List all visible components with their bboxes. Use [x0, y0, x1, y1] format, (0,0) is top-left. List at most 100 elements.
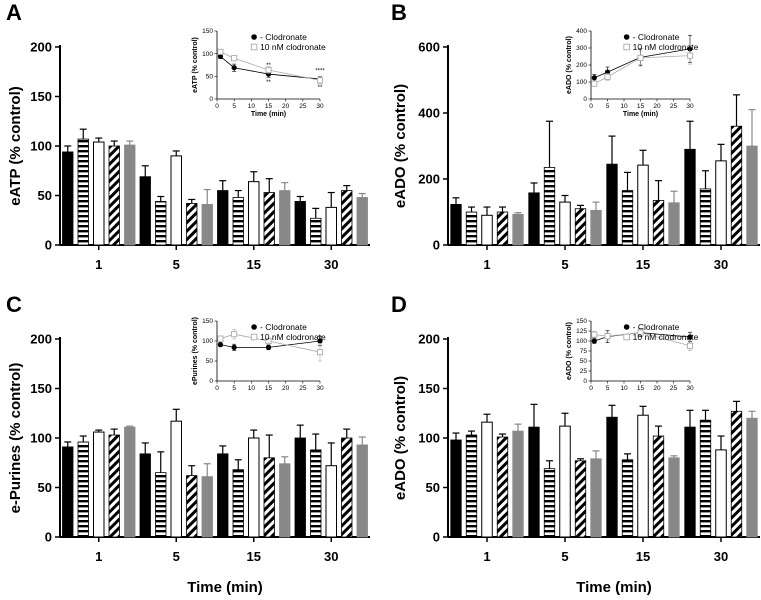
inset-x-tick-label: 0 — [589, 103, 593, 110]
bar — [543, 468, 556, 538]
inset-point — [591, 331, 598, 338]
inset-chart: 0 25 50 75 100 125 150 0 5 10 15 20 25 30 eADO (% cont… — [566, 318, 699, 392]
y-tick-label: 200 — [418, 172, 440, 187]
bar — [465, 211, 478, 246]
inset-y-tick-label: 75 — [580, 348, 588, 355]
y-tick-label: 0 — [433, 238, 440, 253]
y-tick-label: 200 — [418, 332, 440, 347]
x-tick-label: 5 — [173, 257, 180, 272]
inset-y-axis-label: eADO (% control) — [566, 322, 573, 380]
inset-point — [217, 342, 224, 348]
y-tick-label: 0 — [45, 530, 52, 545]
bar — [590, 209, 602, 246]
bar — [186, 475, 198, 538]
inset-x-tick-label: 5 — [606, 385, 610, 392]
bar — [450, 204, 462, 246]
inset-x-tick-label: 10 — [620, 103, 628, 110]
inset-point — [637, 54, 644, 61]
inset-legend-label: - Clodronate — [633, 32, 680, 42]
panel-letter: A — [6, 0, 22, 25]
bar — [606, 163, 618, 246]
inset-legend-label: 10 nM clodronate — [633, 42, 699, 52]
inset-significance-mark: ** — [266, 80, 271, 86]
x-tick-label: 1 — [95, 549, 102, 564]
inset-y-tick-label: 0 — [583, 96, 587, 103]
y-tick-label: 0 — [45, 238, 52, 253]
bar — [186, 203, 198, 246]
inset-x-tick-label: 20 — [282, 385, 290, 392]
x-tick-label: 5 — [173, 549, 180, 564]
bar — [232, 197, 244, 246]
bar — [715, 160, 727, 246]
inset-point — [604, 333, 611, 340]
x-axis-label: Time (min) — [187, 579, 263, 596]
bar — [512, 213, 524, 246]
bar — [155, 472, 167, 538]
inset-y-tick-label: 0 — [583, 378, 587, 385]
bar — [621, 459, 634, 538]
inset-y-tick-label: 25 — [580, 368, 588, 375]
inset-point — [317, 338, 323, 344]
inset-x-tick-label: 15 — [637, 385, 645, 392]
x-tick-label: 15 — [247, 549, 261, 564]
bar — [652, 435, 665, 538]
x-tick-label: 30 — [324, 549, 338, 564]
bar — [108, 145, 120, 246]
bar — [699, 188, 712, 246]
bar — [263, 192, 275, 246]
inset-y-tick-label: 150 — [576, 318, 587, 325]
inset-y-tick-label: 125 — [576, 328, 587, 335]
inset-x-tick-label: 30 — [316, 385, 324, 392]
bar — [606, 416, 618, 538]
inset-series-line — [594, 55, 691, 85]
bar — [496, 211, 509, 246]
inset-chart: 0 50 100 150 0 5 10 15 20 25 30 ePurines (% control… — [192, 317, 326, 392]
bar — [279, 463, 291, 538]
inset-x-axis-label: Time (min) — [251, 111, 286, 118]
bar — [684, 426, 696, 538]
bar — [77, 138, 89, 246]
panel-letter: C — [6, 292, 22, 317]
inset-series-line — [220, 56, 321, 80]
y-tick-label: 400 — [418, 106, 440, 121]
inset-point — [217, 48, 224, 55]
panel-letter: D — [391, 292, 407, 317]
bar — [668, 457, 680, 538]
y-tick-label: 150 — [30, 89, 52, 104]
bar — [62, 151, 74, 246]
inset-x-tick-label: 25 — [670, 385, 678, 392]
bar — [450, 439, 462, 538]
bar — [559, 425, 571, 538]
inset-x-tick-label: 25 — [299, 385, 307, 392]
inset-y-tick-label: 100 — [202, 338, 213, 345]
bar — [684, 148, 696, 246]
inset-x-tick-label: 0 — [589, 385, 593, 392]
y-tick-label: 50 — [426, 480, 440, 495]
inset-x-tick-label: 5 — [232, 103, 236, 110]
bar — [341, 437, 353, 538]
inset-point — [591, 338, 597, 344]
inset-x-tick-label: 5 — [606, 103, 610, 110]
inset-chart: 0 50 100 150 0 5 10 15 20 25 30 eATP (% control) Tim… — [192, 28, 326, 118]
y-tick-label: 200 — [30, 40, 52, 55]
x-tick-label: 15 — [636, 257, 650, 272]
inset-point — [231, 344, 237, 350]
inset-series-line — [220, 51, 321, 81]
x-tick-label: 15 — [636, 549, 650, 564]
bar — [248, 181, 260, 246]
inset-point — [265, 337, 272, 345]
inset-point — [687, 334, 693, 340]
inset-point — [316, 77, 324, 84]
bar — [590, 458, 602, 538]
bar — [201, 204, 213, 246]
bar — [528, 192, 540, 246]
bar — [356, 197, 368, 246]
bar — [325, 206, 337, 246]
bar — [543, 167, 556, 246]
inset-chart: 0 100 200 300 400 0 5 10 15 20 25 30 eADO (% control… — [566, 28, 699, 118]
bar — [481, 214, 493, 246]
inset-x-tick-label: 5 — [232, 385, 236, 392]
bar — [232, 469, 244, 538]
